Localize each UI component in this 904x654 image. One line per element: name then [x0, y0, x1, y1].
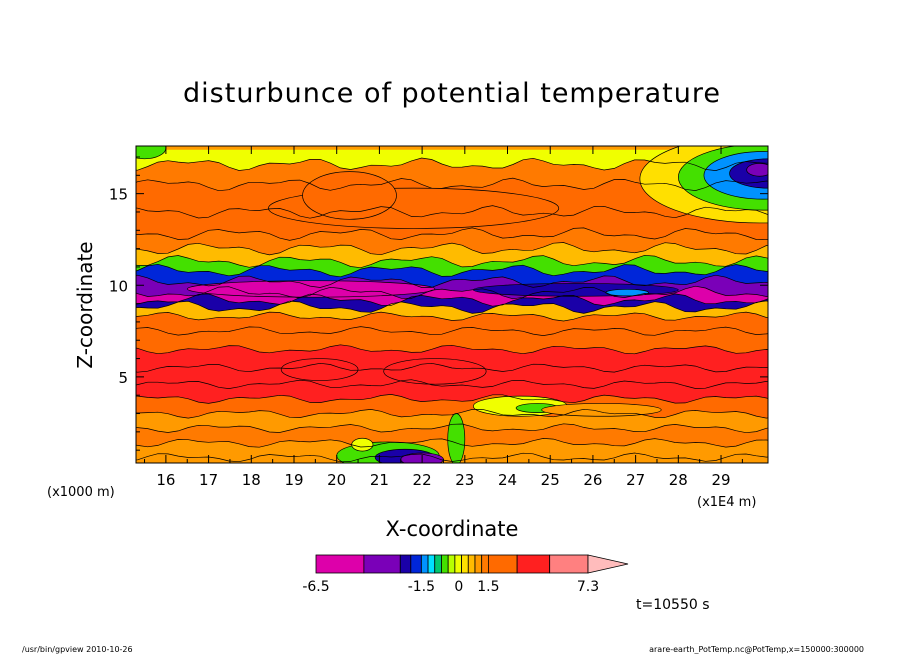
contour-cell: [186, 280, 436, 298]
colorbar-swatch: [427, 554, 436, 574]
contour-features: [136, 146, 768, 463]
contour-line: [136, 452, 768, 463]
y-axis-unit: (x1000 m): [47, 485, 115, 500]
plot-frame: [135, 145, 769, 464]
contour-cell: [605, 288, 649, 297]
x-tick-label: 25: [541, 471, 560, 489]
colorbar-swatch: [461, 554, 469, 574]
contour-cell: [280, 358, 359, 381]
colorbar-swatch: [474, 554, 483, 574]
contour-cell: [746, 163, 768, 177]
colorbar-tick-label: -6.5: [302, 579, 329, 595]
contour-cell: [136, 146, 167, 160]
contour-line: [136, 311, 768, 322]
x-tick-label: 16: [156, 471, 175, 489]
x-tick-label: 17: [199, 471, 218, 489]
contour-line: [136, 177, 768, 192]
x-tick-label: 27: [626, 471, 645, 489]
colorbar-arrow: [587, 554, 629, 574]
chart-title: disturbunce of potential temperature: [183, 78, 721, 109]
contour-cell: [383, 358, 487, 385]
x-tick-label: 18: [242, 471, 261, 489]
contour-line: [136, 274, 768, 288]
contour-line: [136, 293, 768, 307]
contour-line: [136, 254, 768, 269]
x-tick-label: 24: [498, 471, 517, 489]
contour-line: [136, 438, 768, 448]
x-tick-label: 22: [413, 471, 432, 489]
y-tick-label: 10: [109, 277, 128, 295]
colorbar-swatch: [481, 554, 489, 574]
y-axis-ticks: 5 10 15: [109, 156, 768, 451]
contour-line: [136, 227, 768, 241]
footer-left: /usr/bin/gpview 2010-10-26: [22, 645, 133, 654]
footer-right: arare-earth_PotTemp.nc@PotTemp,x=150000:…: [649, 645, 864, 654]
colorbar-swatch: [410, 554, 422, 574]
colorbar-swatch: [315, 554, 365, 574]
colorbar-swatch: [399, 554, 412, 574]
contour-line: [136, 242, 768, 256]
colorbar: [315, 554, 629, 574]
colorbar-swatch: [420, 554, 429, 574]
colorbar-swatch: [467, 554, 476, 574]
contour-line: [136, 300, 768, 314]
colorbar-swatch: [487, 554, 518, 574]
contour-lines: [136, 157, 768, 463]
x-tick-label: 28: [669, 471, 688, 489]
y-tick-label: 5: [118, 369, 128, 387]
colorbar-tick-label: 7.3: [577, 579, 599, 595]
y-tick-label: 15: [109, 186, 128, 204]
x-tick-label: 29: [711, 471, 730, 489]
colorbar-tick-label: -1.5: [408, 579, 435, 595]
contour-line: [136, 344, 768, 355]
contour-cell: [541, 403, 662, 417]
contour-line: [136, 326, 768, 336]
colorbar-swatch: [434, 554, 442, 574]
x-tick-label: 23: [455, 471, 474, 489]
plot-area: [136, 146, 768, 463]
contour-line: [136, 157, 768, 171]
x-tick-label: 26: [583, 471, 602, 489]
contour-line: [136, 394, 768, 404]
x-axis-label: X-coordinate: [386, 517, 519, 541]
contour-line: [136, 263, 768, 278]
colorbar-swatch: [447, 554, 456, 574]
colorbar-tick-label: 1.5: [477, 579, 499, 595]
contour-line: [136, 423, 768, 434]
colorbar-swatch: [516, 554, 551, 574]
contour-line: [136, 362, 768, 373]
colorbar-tick-labels: -6.5 -1.5 0 1.5 7.3: [302, 579, 599, 595]
colorbar-tick-label: 0: [454, 579, 463, 595]
time-label: t=10550 s: [636, 597, 710, 613]
x-axis-ticks: 16 17 18 19 20 21 22 23 24 25 26 27 28 29: [144, 146, 743, 489]
colorbar-swatch: [441, 554, 449, 574]
x-tick-label: 19: [284, 471, 303, 489]
contour-line: [136, 205, 768, 219]
contour-line: [136, 379, 768, 389]
x-tick-label: 20: [327, 471, 346, 489]
colorbar-swatch: [454, 554, 462, 574]
colorbar-swatch: [549, 554, 589, 574]
contour-line: [136, 285, 768, 300]
contour-cell: [351, 437, 374, 452]
colorbar-swatch: [363, 554, 401, 574]
contour-cell: [302, 171, 397, 220]
x-tick-label: 21: [370, 471, 389, 489]
contour-cell: [447, 413, 466, 463]
y-axis-label: Z-coordinate: [73, 241, 97, 368]
x-axis-unit: (x1E4 m): [697, 495, 756, 510]
contour-line: [136, 408, 768, 419]
